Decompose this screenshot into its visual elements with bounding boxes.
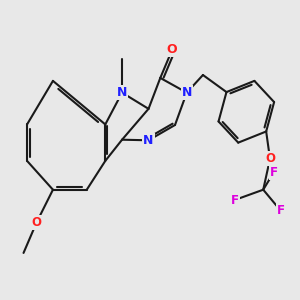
Text: O: O (265, 152, 275, 165)
Text: O: O (167, 44, 177, 56)
Text: N: N (117, 86, 127, 99)
Text: N: N (143, 134, 154, 147)
Text: N: N (182, 86, 192, 99)
Text: F: F (277, 204, 285, 218)
Text: F: F (269, 166, 278, 179)
Text: F: F (231, 194, 239, 206)
Text: O: O (32, 216, 42, 229)
